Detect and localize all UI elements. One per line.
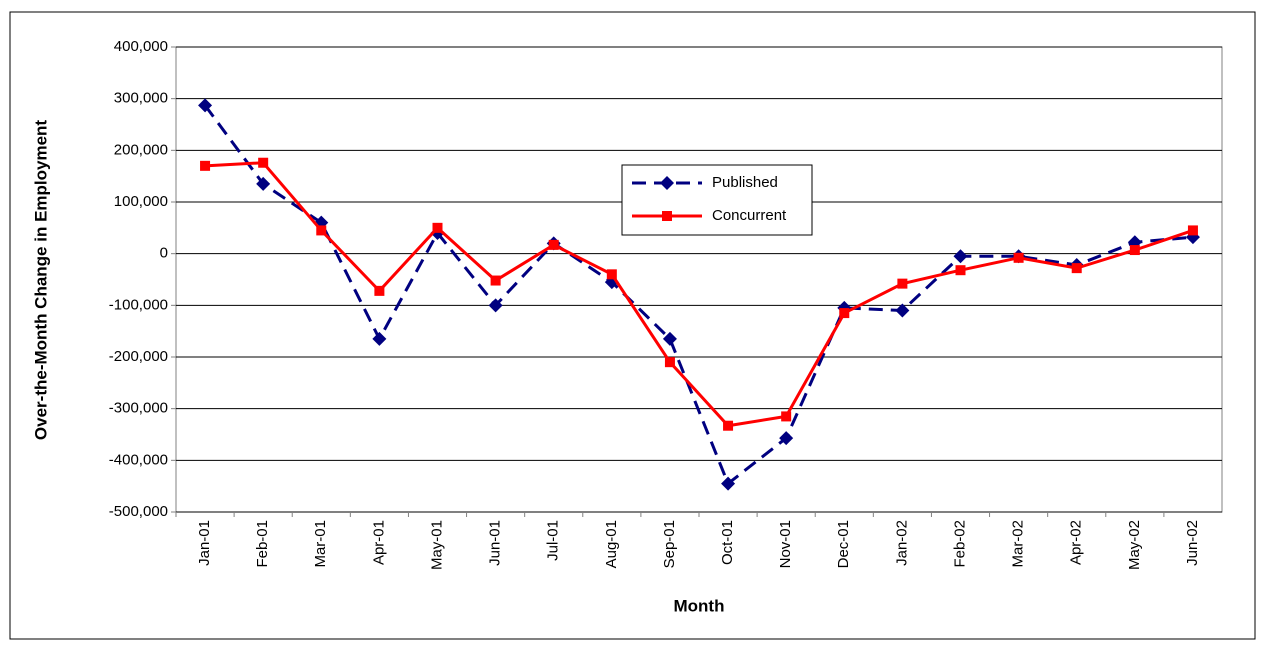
x-tick-label: Jan-01	[196, 520, 213, 566]
series-line	[203, 104, 1194, 486]
legend-label: Concurrent	[712, 207, 787, 224]
data-point	[256, 176, 271, 191]
data-point	[258, 157, 269, 168]
x-tick-label: Apr-02	[1068, 520, 1085, 565]
data-point	[781, 411, 792, 422]
x-tick-label: Mar-01	[312, 520, 329, 568]
x-tick-label: Jun-02	[1184, 520, 1201, 566]
y-tick-label: -300,000	[109, 400, 168, 417]
y-tick-label: -400,000	[109, 451, 168, 468]
y-tick-label: -200,000	[109, 348, 168, 365]
legend-label: Published	[712, 174, 778, 191]
x-tick-label: Dec-01	[835, 520, 852, 568]
data-point	[432, 222, 443, 233]
y-tick-label: -500,000	[109, 503, 168, 520]
data-point	[374, 285, 385, 296]
data-point	[721, 476, 736, 491]
y-axis-title: Over-the-Month Change in Employment	[31, 120, 50, 441]
data-point	[839, 308, 850, 319]
legend-marker	[660, 176, 674, 190]
x-tick-label: Jun-01	[487, 520, 504, 566]
x-tick-label: May-02	[1126, 520, 1143, 570]
y-tick-label: 0	[160, 245, 168, 262]
data-point	[897, 278, 908, 289]
data-point	[1013, 252, 1024, 263]
data-point	[953, 249, 968, 264]
data-point	[1071, 263, 1082, 274]
legend-box	[621, 164, 813, 236]
x-tick-label: Feb-02	[951, 520, 968, 568]
x-tick-label: Apr-01	[370, 520, 387, 565]
y-tick-label: 200,000	[114, 141, 168, 158]
data-point	[200, 160, 211, 171]
x-tick-label: Nov-01	[777, 520, 794, 568]
y-tick-label: 100,000	[114, 193, 168, 210]
x-tick-label: Sep-01	[661, 520, 678, 568]
data-point	[606, 269, 617, 280]
x-tick-label: Jul-01	[545, 520, 562, 561]
data-point	[662, 331, 677, 346]
data-point	[723, 420, 734, 431]
data-point	[664, 357, 675, 368]
data-point	[895, 303, 910, 318]
x-tick-label: Aug-01	[603, 520, 620, 568]
x-tick-label: May-01	[428, 520, 445, 570]
x-axis-title: Month	[674, 596, 725, 615]
chart-frame	[9, 11, 1256, 640]
x-tick-label: Feb-01	[254, 520, 271, 568]
data-point	[1187, 225, 1198, 236]
data-point	[955, 265, 966, 276]
data-point	[490, 275, 501, 286]
data-point	[488, 298, 503, 313]
data-point	[779, 431, 794, 446]
y-tick-label: -100,000	[109, 296, 168, 313]
x-tick-label: Oct-01	[719, 520, 736, 565]
x-tick-label: Jan-02	[893, 520, 910, 566]
data-point	[1129, 245, 1140, 256]
legend-marker	[662, 211, 672, 221]
x-tick-label: Mar-02	[1010, 520, 1027, 568]
series-line	[204, 161, 1194, 428]
data-point	[316, 225, 327, 236]
y-tick-label: 300,000	[114, 90, 168, 107]
data-point	[372, 331, 387, 346]
data-point	[198, 98, 213, 113]
y-tick-label: 400,000	[114, 38, 168, 55]
data-point	[548, 239, 559, 250]
